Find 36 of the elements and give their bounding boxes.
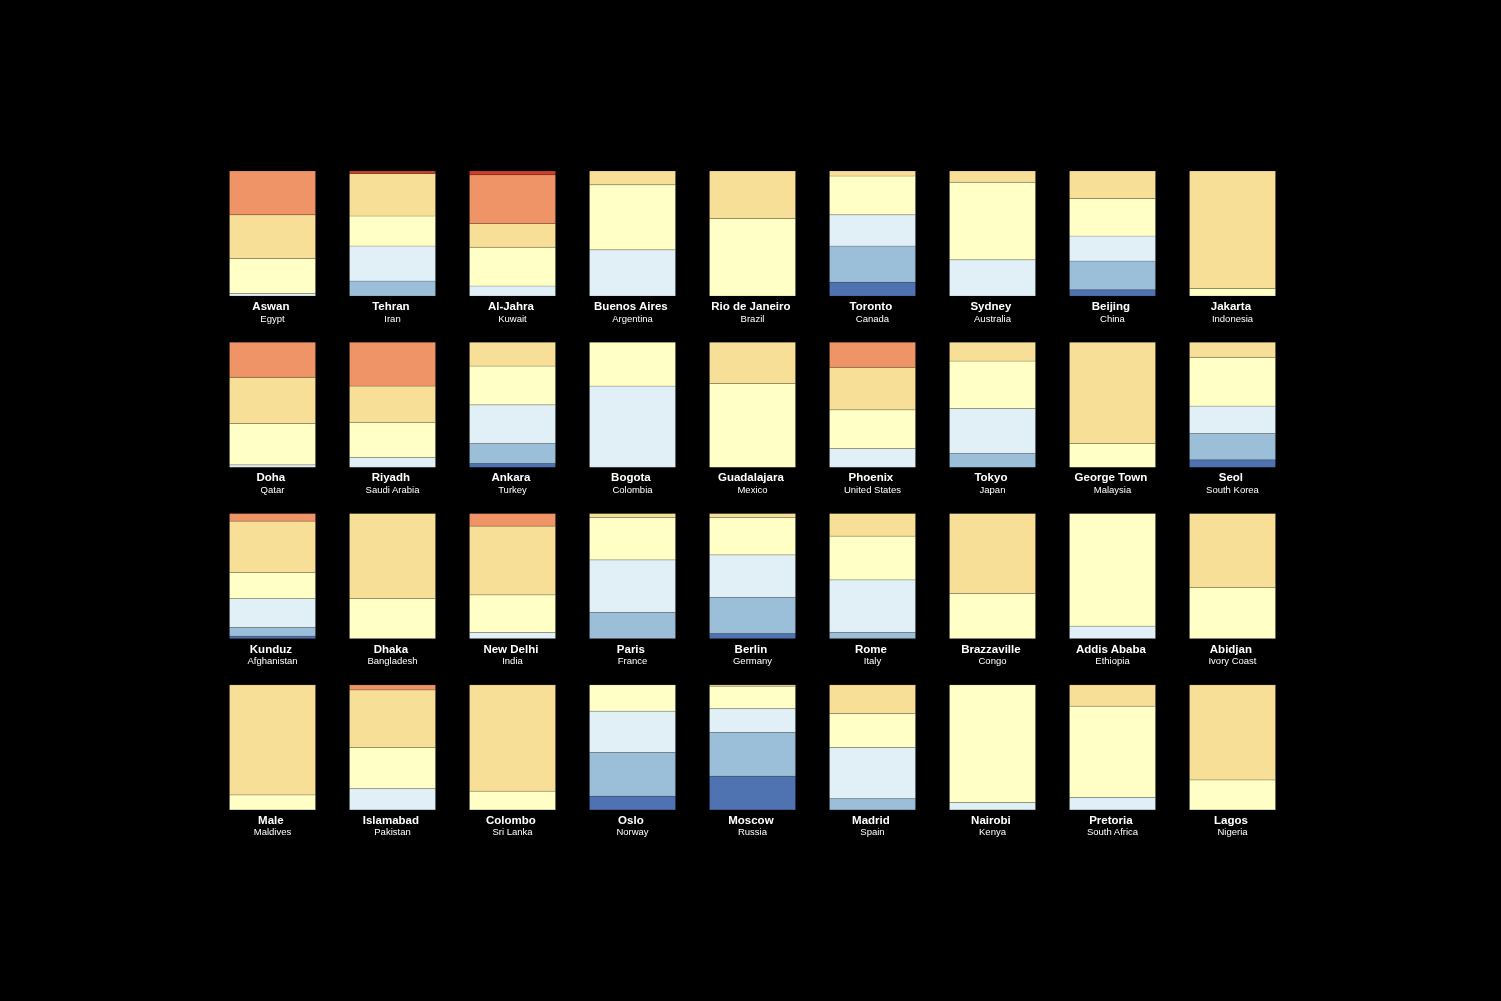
x-tick-label: New Delhi India (483, 642, 542, 667)
x-tick-label: Tokyo Japan (974, 471, 1011, 495)
x-tick-label: Jakarta Indonesia (1210, 300, 1255, 324)
x-tick-label: Madrid Spain (852, 813, 893, 838)
x-tick-label: Oslo Norway (616, 813, 649, 838)
x-tick-label: Male Maldives (253, 813, 292, 838)
x-tick-label: Kunduz Afghanistan (247, 642, 298, 667)
x-tick-label: Rio de Janeiro Brazil (711, 300, 794, 324)
x-tick-label: Doha Qatar (256, 471, 289, 495)
x-tick-label: Al-Jahra Kuwait (487, 300, 538, 324)
x-tick-label: Bogota Colombia (611, 471, 654, 495)
x-tick-label: George Town Malaysia (1074, 471, 1151, 495)
x-tick-label: Colombo Sri Lanka (485, 813, 540, 838)
x-tick-label: Aswan Egypt (252, 300, 293, 324)
x-tick-label: Brazzaville Congo (961, 642, 1024, 667)
x-tick-label: Lagos Nigeria (1213, 813, 1252, 838)
x-tick-label: Paris France (616, 642, 649, 667)
x-tick-label: Abidjan Ivory Coast (1208, 642, 1257, 667)
x-tick-label: Pretoria South Africa (1086, 813, 1139, 838)
x-tick-label: Tehran Iran (372, 300, 413, 324)
x-tick-label: Nairobi Kenya (971, 813, 1014, 838)
x-tick-label: Addis Ababa Ethiopia (1075, 642, 1150, 667)
x-tick-label: Moscow Russia (728, 813, 777, 838)
x-tick-label: Toronto Canada (849, 300, 896, 324)
x-tick-label: Ankara Turkey (491, 471, 534, 495)
x-tick-label: Beijing China (1091, 300, 1134, 324)
x-tick-label: Islamabad Pakistan (362, 813, 423, 838)
x-tick-label: Sydney Australia (970, 300, 1015, 324)
x-tick-label: Berlin Germany (732, 642, 773, 667)
x-tick-label: Guadalajara Mexico (717, 471, 788, 495)
x-tick-label: Rome Italy (854, 642, 891, 667)
x-tick-label: Buenos Aires Argentina (594, 300, 671, 324)
x-tick-label: Phoenix United States (843, 471, 902, 495)
x-tick-label: Dhaka Bangladesh (367, 642, 418, 667)
x-tick-label: Riyadh Saudi Arabia (365, 471, 421, 495)
x-tick-label: Seol South Korea (1206, 471, 1260, 495)
